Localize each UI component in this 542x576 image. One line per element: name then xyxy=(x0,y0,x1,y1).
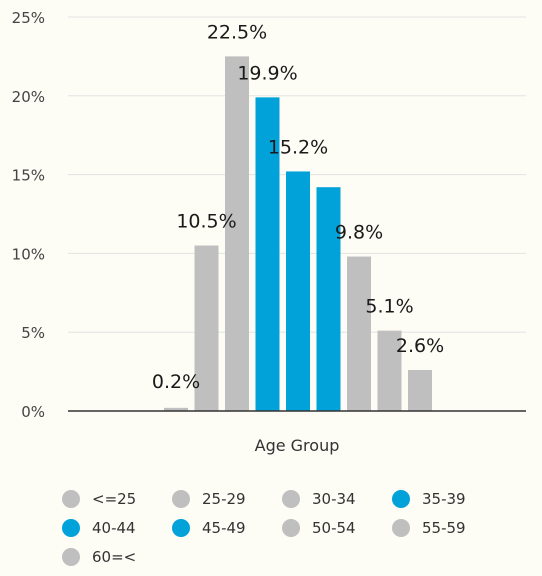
y-tick-label: 10% xyxy=(12,245,45,263)
legend-swatch xyxy=(172,519,190,537)
legend-item[interactable]: 45-49 xyxy=(172,517,282,539)
legend-swatch xyxy=(282,519,300,537)
y-tick-label: 20% xyxy=(12,88,45,106)
legend-item[interactable]: 40-44 xyxy=(62,517,172,539)
legend-item[interactable]: 35-39 xyxy=(392,488,502,510)
y-tick-label: 0% xyxy=(21,403,45,421)
data-label: 19.9% xyxy=(237,62,297,84)
legend-label: 40-44 xyxy=(92,519,136,537)
y-tick-label: 25% xyxy=(12,9,45,27)
y-tick-label: 5% xyxy=(21,324,45,342)
data-label: 10.5% xyxy=(176,211,236,233)
legend-swatch xyxy=(282,490,300,508)
legend-item[interactable]: 50-54 xyxy=(282,517,392,539)
legend-label: 45-49 xyxy=(202,519,246,537)
legend: <=25 25-29 30-34 35-39 40-44 45-49 50-54 55-59 6… xyxy=(62,488,522,568)
legend-label: 35-39 xyxy=(422,490,466,508)
legend-item[interactable]: <=25 xyxy=(62,488,172,510)
bar-55-59 xyxy=(377,330,402,411)
legend-label: 55-59 xyxy=(422,519,466,537)
y-tick-label: 15% xyxy=(12,167,45,185)
bar-40-44 xyxy=(286,171,310,411)
x-axis-title: Age Group xyxy=(255,436,340,455)
data-label: 5.1% xyxy=(365,296,413,318)
data-label: 0.2% xyxy=(152,371,200,393)
legend-swatch xyxy=(62,548,80,566)
legend-item[interactable]: 55-59 xyxy=(392,517,502,539)
data-label: 22.5% xyxy=(207,21,267,43)
legend-item[interactable]: 25-29 xyxy=(172,488,282,510)
legend-label: 60=< xyxy=(92,548,137,566)
bar-<=25 xyxy=(164,407,188,411)
y-axis-ticks: 0% 5% 10% 15% 20% 25% xyxy=(12,9,45,421)
legend-label: 30-34 xyxy=(312,490,356,508)
legend-swatch xyxy=(392,490,410,508)
legend-swatch xyxy=(62,490,80,508)
bars xyxy=(164,56,432,412)
data-label: 2.6% xyxy=(396,335,444,357)
data-label: 9.8% xyxy=(335,222,383,244)
data-labels: 0.2% 10.5% 22.5% 19.9% 15.2% 9.8% 5.1% 2.6% xyxy=(152,21,444,392)
bar-chart: 0% 5% 10% 15% 20% 25% 0.2% 10.5% 22.5% 19.9% 15.2… xyxy=(12,9,526,455)
legend-swatch xyxy=(62,519,80,537)
legend-label: <=25 xyxy=(92,490,137,508)
legend-swatch xyxy=(392,519,410,537)
legend-label: 50-54 xyxy=(312,519,356,537)
bar-60=< xyxy=(408,370,432,411)
legend-swatch xyxy=(172,490,190,508)
bar-25-29 xyxy=(194,245,219,411)
legend-item[interactable]: 60=< xyxy=(62,546,172,568)
data-label: 15.2% xyxy=(268,136,328,158)
bar-35-39 xyxy=(255,97,280,411)
bar-50-54 xyxy=(347,256,371,411)
bar-30-34 xyxy=(225,56,249,412)
bar-45-49 xyxy=(316,187,341,411)
legend-item[interactable]: 30-34 xyxy=(282,488,392,510)
legend-label: 25-29 xyxy=(202,490,246,508)
